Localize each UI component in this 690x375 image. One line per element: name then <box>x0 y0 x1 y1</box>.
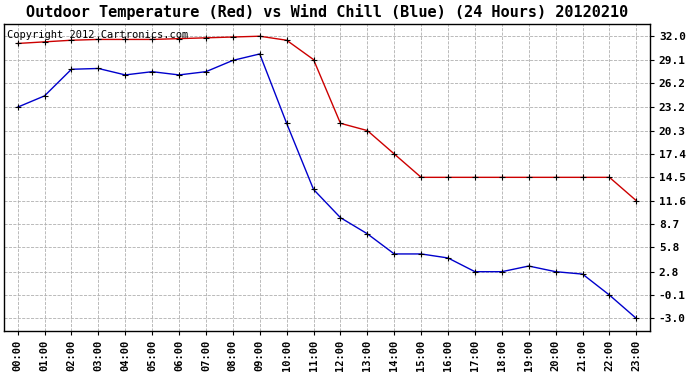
Text: Copyright 2012 Cartronics.com: Copyright 2012 Cartronics.com <box>8 30 188 40</box>
Title: Outdoor Temperature (Red) vs Wind Chill (Blue) (24 Hours) 20120210: Outdoor Temperature (Red) vs Wind Chill … <box>26 4 628 20</box>
